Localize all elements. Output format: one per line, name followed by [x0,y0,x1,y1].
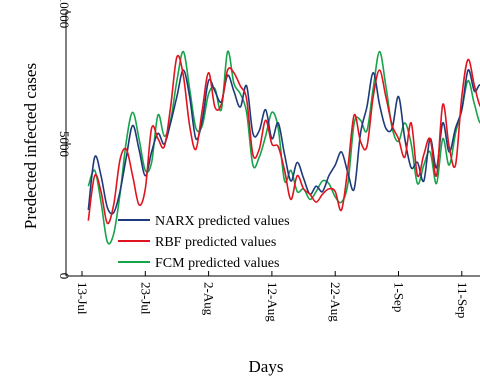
x-tick-label: 13-Jul [75,282,90,315]
x-ticks: 13-Jul 23-Jul 2-Aug 12-Aug 22-Aug 1-Sep 11-Sep [75,271,470,322]
legend-label-rbf: RBF predicted values [155,235,276,250]
series-line-fcm [87,50,480,245]
x-tick-label: 2-Aug [202,282,217,316]
series-line-narx [87,69,480,215]
legend-label-fcm: FCM predicted values [155,256,279,271]
x-axis-title: Days [249,357,284,376]
y-tick-label: 5000 [57,131,72,157]
series-line-rbf [87,54,480,225]
plot-area [87,50,480,245]
x-tick-label: 12-Aug [265,282,280,322]
x-tick-label: 1-Sep [392,282,407,312]
x-tick-label: 23-Jul [138,282,153,315]
legend-label-narx: NARX predicted values [155,214,290,229]
x-tick-label: 22-Aug [328,282,343,322]
y-axis-title: Predected infected cases [21,63,40,229]
legend: NARX predicted values RBF predicted value… [118,214,290,271]
y-ticks: 0 5000 10000 [57,0,72,279]
x-tick-label: 11-Sep [455,282,470,318]
y-tick-label: 0 [57,273,72,280]
y-tick-label: 10000 [57,0,72,28]
